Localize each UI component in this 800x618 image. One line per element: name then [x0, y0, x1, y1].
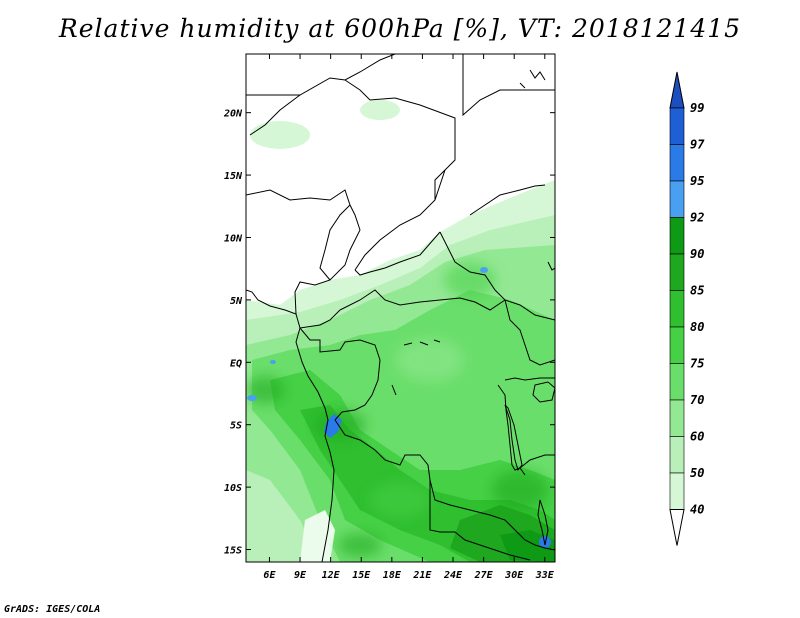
colorbar-label: 90 — [690, 247, 704, 261]
lon-tick-label: 12E — [322, 570, 341, 581]
colorbar-swatch — [669, 472, 685, 510]
colorbar-swatch — [669, 180, 685, 218]
lon-tick-label: 21E — [412, 570, 432, 581]
colorbar-label: 50 — [690, 466, 704, 480]
colorbar-label: 97 — [690, 138, 705, 152]
colorbar-label: 99 — [690, 101, 704, 115]
colorbar-label: 92 — [690, 211, 704, 225]
longitude-axis: 6E 9E 12E 15E 18E 21E 24E 27E 30E 33E — [263, 54, 555, 581]
credit-text: GrADS: IGES/COLA — [4, 604, 101, 615]
lat-tick-label: 20N — [223, 109, 243, 120]
lon-tick-label: 30E — [504, 570, 524, 581]
colorbar-swatch — [669, 217, 685, 255]
colorbar-label: 85 — [690, 284, 704, 298]
colorbar-label: 95 — [690, 174, 704, 188]
colorbar-label: 60 — [690, 430, 704, 444]
colorbar-swatch — [669, 399, 685, 437]
lat-tick-label: 15S — [224, 546, 242, 557]
colorbar-label: 40 — [690, 503, 704, 517]
colorbar-label: 70 — [690, 393, 704, 407]
lon-tick-label: 24E — [443, 570, 463, 581]
colorbar-swatch — [669, 436, 685, 474]
lat-tick-label: 5S — [230, 421, 242, 432]
colorbar-swatch — [669, 107, 685, 145]
lon-tick-label: 15E — [352, 570, 371, 581]
colorbar-swatch — [669, 363, 685, 401]
lat-tick-label: 5N — [230, 296, 243, 307]
lat-tick-label: EQ — [230, 358, 242, 369]
colorbar-label: 75 — [690, 357, 704, 371]
country-borders — [246, 54, 555, 562]
lat-tick-label: 10N — [224, 233, 243, 244]
lat-tick-label: 10S — [224, 483, 242, 494]
colorbar-top-arrow — [669, 71, 685, 109]
lon-tick-label: 27E — [474, 570, 494, 581]
colorbar-label: 80 — [690, 320, 704, 334]
colorbar-bottom-arrow — [669, 509, 685, 546]
chart-title: Relative humidity at 600hPa [%], VT: 201… — [58, 14, 742, 43]
lon-tick-label: 33E — [535, 570, 555, 581]
colorbar-swatch — [669, 253, 685, 291]
colorbar-swatch — [669, 144, 685, 182]
map-frame — [245, 53, 556, 563]
lon-tick-label: 6E — [263, 570, 276, 581]
colorbar-swatch — [669, 290, 685, 328]
latitude-axis: 20N 15N 10N 5N EQ 5S 10S 15S — [223, 109, 555, 557]
colorbar: 99 97 95 92 90 85 80 75 70 60 50 40 — [669, 71, 705, 546]
lat-tick-label: 15N — [224, 171, 243, 182]
humidity-field — [246, 54, 555, 562]
lon-tick-label: 9E — [294, 570, 307, 581]
colorbar-swatch — [669, 326, 685, 364]
lon-tick-label: 18E — [383, 570, 402, 581]
